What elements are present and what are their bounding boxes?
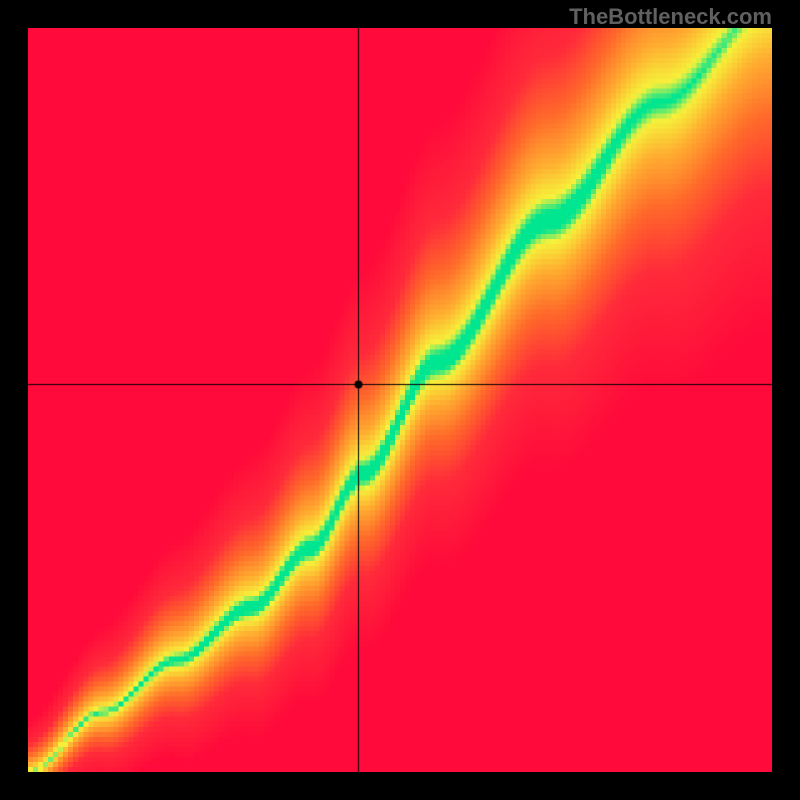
watermark-text: TheBottleneck.com [569,4,772,30]
stage: TheBottleneck.com [0,0,800,800]
crosshair-overlay [28,28,772,772]
